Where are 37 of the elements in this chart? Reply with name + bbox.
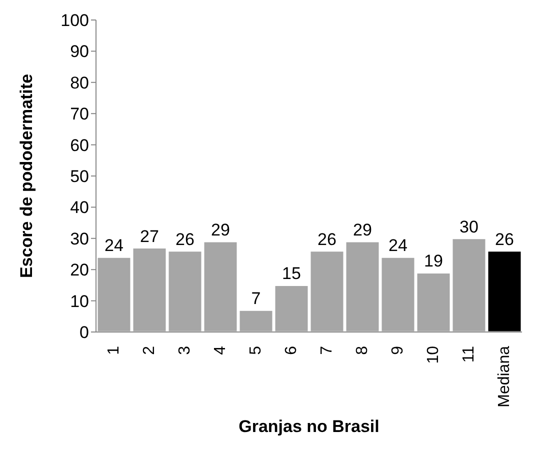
x-tick-label: 1 <box>105 346 122 355</box>
x-tick-label: 4 <box>212 346 229 355</box>
y-tick-label: 30 <box>70 229 89 248</box>
y-tick-label: 70 <box>70 104 89 124</box>
y-tick-label: 10 <box>70 292 89 311</box>
y-tick-label: 50 <box>70 167 89 186</box>
y-tick-label: 20 <box>70 260 89 280</box>
x-tick-label: Mediana <box>496 346 513 408</box>
x-tick-label: 11 <box>460 346 478 363</box>
y-axis-title: Escore de pododermatite <box>17 74 36 278</box>
data-label: 26 <box>495 230 514 249</box>
data-label: 27 <box>140 226 159 246</box>
x-tick-label: 8 <box>354 346 371 355</box>
data-label: 24 <box>388 236 408 256</box>
y-tick-label: 40 <box>70 198 89 218</box>
data-label: 15 <box>282 264 301 284</box>
data-label: 30 <box>460 217 478 236</box>
x-tick-label: 7 <box>318 346 336 355</box>
data-label: 24 <box>104 236 124 256</box>
x-tick-label: 2 <box>140 346 158 355</box>
x-tick-label: 6 <box>282 346 300 355</box>
data-label: 26 <box>176 230 194 249</box>
x-axis-title: Granjas no Brasil <box>238 417 380 436</box>
y-tick-label: 60 <box>70 136 89 155</box>
x-tick-label: 10 <box>424 346 442 364</box>
x-tick-label: 5 <box>247 346 264 355</box>
y-tick-label: 0 <box>80 323 89 342</box>
y-tick-label: 90 <box>70 42 89 62</box>
y-tick-label: 100 <box>60 11 89 30</box>
data-label: 26 <box>318 230 336 249</box>
y-tick-label: 80 <box>70 73 89 92</box>
data-label: 7 <box>251 289 261 308</box>
data-label: 19 <box>424 252 443 271</box>
data-label: 29 <box>353 220 372 240</box>
x-tick-label: 3 <box>176 346 194 355</box>
x-tick-label: 9 <box>389 346 406 355</box>
data-label: 29 <box>211 220 230 240</box>
